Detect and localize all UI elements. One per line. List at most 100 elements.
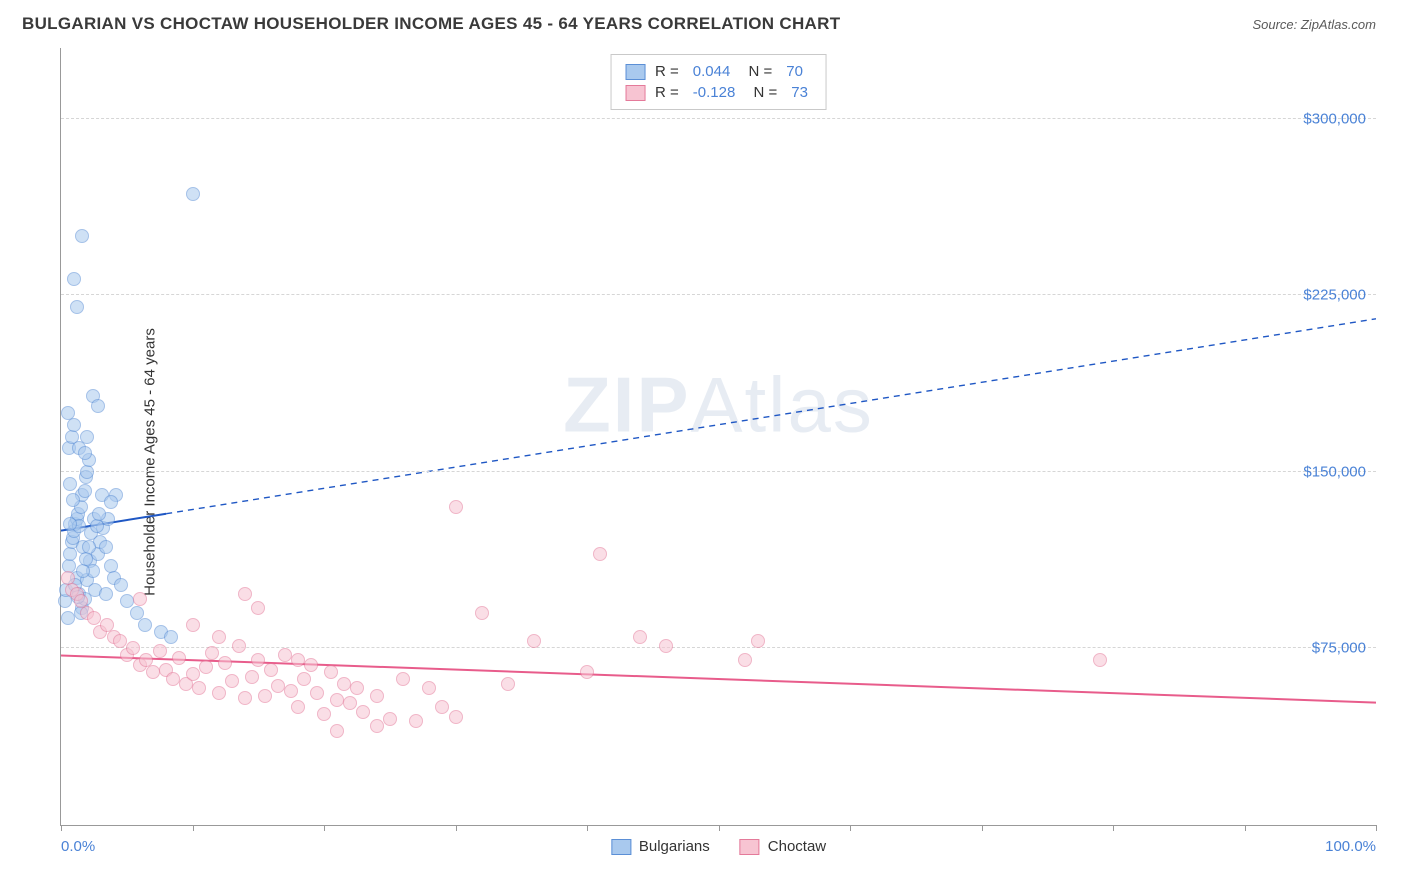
data-point	[238, 691, 252, 705]
data-point	[186, 187, 200, 201]
data-point	[120, 594, 134, 608]
data-point	[284, 684, 298, 698]
data-point	[251, 653, 265, 667]
data-point	[291, 700, 305, 714]
x-tick	[193, 825, 194, 831]
legend-label-choctaw: Choctaw	[768, 838, 826, 855]
data-point	[166, 672, 180, 686]
chart-header: BULGARIAN VS CHOCTAW HOUSEHOLDER INCOME …	[0, 0, 1406, 44]
data-point	[238, 587, 252, 601]
data-point	[310, 686, 324, 700]
data-point	[67, 272, 81, 286]
data-point	[337, 677, 351, 691]
data-point	[356, 705, 370, 719]
gridline	[61, 118, 1376, 119]
swatch-choctaw	[625, 85, 645, 101]
x-tick	[1245, 825, 1246, 831]
data-point	[87, 611, 101, 625]
data-point	[245, 670, 259, 684]
data-point	[370, 719, 384, 733]
data-point	[501, 677, 515, 691]
data-point	[90, 519, 104, 533]
data-point	[738, 653, 752, 667]
legend-row-bulgarians: R = 0.044 N = 70	[625, 61, 812, 82]
data-point	[212, 686, 226, 700]
data-point	[1093, 653, 1107, 667]
data-point	[153, 644, 167, 658]
data-point	[633, 630, 647, 644]
data-point	[67, 418, 81, 432]
correlation-legend: R = 0.044 N = 70 R = -0.128 N = 73	[610, 54, 827, 110]
data-point	[580, 665, 594, 679]
x-axis-min-label: 0.0%	[61, 838, 95, 855]
watermark-light: Atlas	[690, 361, 873, 449]
gridline	[61, 294, 1376, 295]
data-point	[78, 484, 92, 498]
x-tick	[61, 825, 62, 831]
data-point	[164, 630, 178, 644]
data-point	[78, 446, 92, 460]
source-attribution: Source: ZipAtlas.com	[1252, 17, 1376, 32]
data-point	[126, 641, 140, 655]
n-label: N =	[744, 63, 772, 80]
x-axis-max-label: 100.0%	[1325, 838, 1376, 855]
data-point	[297, 672, 311, 686]
data-point	[63, 517, 77, 531]
n-value-bulgarians: 70	[786, 63, 803, 80]
data-point	[383, 712, 397, 726]
legend-row-choctaw: R = -0.128 N = 73	[625, 82, 812, 103]
data-point	[133, 592, 147, 606]
y-tick-label: $300,000	[1303, 110, 1366, 127]
data-point	[271, 679, 285, 693]
data-point	[61, 611, 75, 625]
series-legend: Bulgarians Choctaw	[611, 838, 826, 855]
swatch-bulgarians	[611, 839, 631, 855]
data-point	[99, 540, 113, 554]
data-point	[751, 634, 765, 648]
r-value-choctaw: -0.128	[693, 84, 736, 101]
data-point	[343, 696, 357, 710]
data-point	[199, 660, 213, 674]
chart-title: BULGARIAN VS CHOCTAW HOUSEHOLDER INCOME …	[22, 14, 840, 34]
data-point	[422, 681, 436, 695]
data-point	[192, 681, 206, 695]
watermark-bold: ZIP	[563, 361, 690, 449]
data-point	[324, 665, 338, 679]
swatch-choctaw	[740, 839, 760, 855]
data-point	[79, 552, 93, 566]
data-point	[304, 658, 318, 672]
data-point	[70, 300, 84, 314]
data-point	[264, 663, 278, 677]
data-point	[449, 500, 463, 514]
gridline	[61, 647, 1376, 648]
y-tick-label: $75,000	[1312, 640, 1366, 657]
n-label: N =	[749, 84, 777, 101]
x-tick	[850, 825, 851, 831]
r-label: R =	[655, 63, 679, 80]
legend-label-bulgarians: Bulgarians	[639, 838, 710, 855]
y-tick-label: $150,000	[1303, 463, 1366, 480]
x-tick	[324, 825, 325, 831]
data-point	[92, 507, 106, 521]
r-label: R =	[655, 84, 679, 101]
data-point	[66, 493, 80, 507]
source-name: ZipAtlas.com	[1301, 17, 1376, 32]
trend-lines	[61, 48, 1376, 825]
data-point	[61, 406, 75, 420]
data-point	[475, 606, 489, 620]
data-point	[138, 618, 152, 632]
data-point	[114, 578, 128, 592]
data-point	[278, 648, 292, 662]
x-tick	[456, 825, 457, 831]
n-value-choctaw: 73	[791, 84, 808, 101]
data-point	[251, 601, 265, 615]
data-point	[63, 477, 77, 491]
r-value-bulgarians: 0.044	[693, 63, 731, 80]
chart-area: Householder Income Ages 45 - 64 years ZI…	[22, 48, 1376, 876]
data-point	[396, 672, 410, 686]
swatch-bulgarians	[625, 64, 645, 80]
data-point	[409, 714, 423, 728]
data-point	[527, 634, 541, 648]
x-tick	[982, 825, 983, 831]
data-point	[91, 399, 105, 413]
